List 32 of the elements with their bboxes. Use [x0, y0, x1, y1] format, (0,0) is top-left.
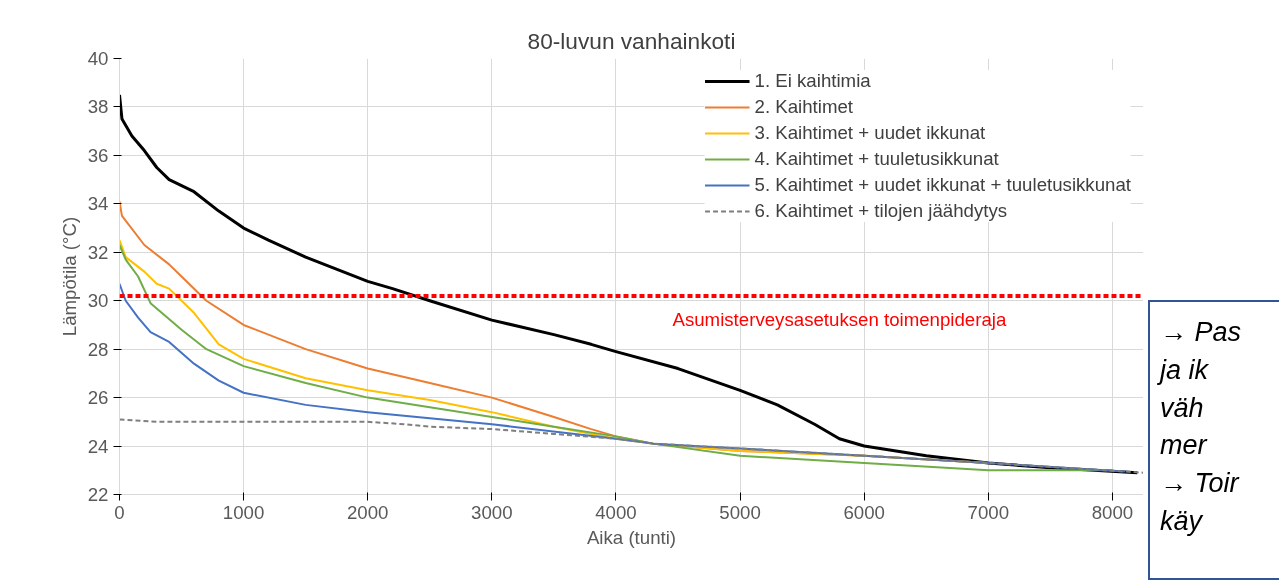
y-tick-label: 32 [87, 241, 109, 263]
x-tick-label: 7000 [967, 501, 1010, 523]
x-tick-label: 4000 [595, 501, 637, 523]
chart-title: 80-luvun vanhainkoti [527, 27, 736, 54]
y-tick-label: 36 [87, 144, 109, 166]
y-tick-label: 38 [87, 96, 109, 118]
y-axis-title: Lämpötila (°C) [58, 216, 80, 337]
y-tick-label: 26 [87, 387, 109, 409]
y-tick-label: 40 [87, 48, 109, 69]
x-tick-label: 6000 [843, 501, 885, 523]
x-axis-title: Aika (tunti) [586, 526, 677, 548]
legend-label: 1. Ei kaihtimia [754, 70, 871, 92]
legend-label: 3. Kaihtimet + uudet ikkunat [754, 122, 986, 144]
y-tick-label: 28 [87, 338, 109, 360]
x-tick-label: 5000 [719, 501, 761, 523]
legend-label: 6. Kaihtimet + tilojen jäähdytys [754, 200, 1008, 222]
x-tick-label: 2000 [346, 501, 389, 523]
y-tick-label: 30 [87, 290, 109, 312]
line-series [119, 244, 1114, 472]
line-series [119, 418, 1143, 474]
legend-label: 5. Kaihtimet + uudet ikkunat + tuuletusikkunat [754, 174, 1131, 196]
legend-label: 2. Kaihtimet [754, 96, 854, 118]
legend-label: 4. Kaihtimet + tuuletusikkunat [754, 148, 999, 170]
y-tick-label: 24 [87, 435, 109, 457]
y-tick-label: 34 [87, 193, 109, 215]
x-tick-label: 1000 [222, 501, 265, 523]
line-series [119, 282, 1126, 473]
ref-line-label: Asumisterveysasetuksen toimenpideraja [672, 308, 1007, 330]
x-tick-label: 0 [114, 501, 125, 523]
y-tick-label: 22 [87, 484, 109, 505]
x-tick-label: 8000 [1091, 501, 1134, 523]
x-tick-label: 3000 [471, 501, 513, 523]
